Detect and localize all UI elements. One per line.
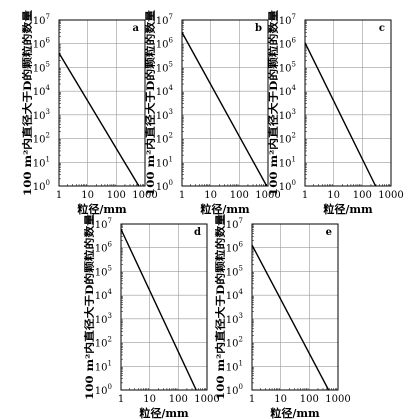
y-tick-label: 105 bbox=[95, 264, 112, 278]
x-axis-title: 粒径/mm bbox=[200, 202, 250, 216]
y-tick-label: 105 bbox=[226, 264, 243, 278]
chart-panel-a: 1 10 100 1000 100 101 102 103 104 105 106 107 a 粒径/mm… bbox=[21, 10, 158, 216]
x-tick-label: 1000 bbox=[194, 394, 219, 405]
y-tick-label: 101 bbox=[279, 155, 296, 169]
y-tick-label: 101 bbox=[33, 155, 50, 169]
y-tick-label: 104 bbox=[279, 84, 297, 98]
y-tick-label: 102 bbox=[279, 132, 296, 146]
plot-frame bbox=[120, 223, 208, 391]
y-tick-label: 107 bbox=[156, 13, 173, 27]
chart-panel-d: 1 10 100 1000 100 101 102 103 104 105 106 107 d 粒径/mm… bbox=[83, 214, 220, 419]
y-tick-label: 100 bbox=[226, 383, 243, 397]
y-tick-label: 101 bbox=[95, 359, 112, 373]
x-tick-label: 100 bbox=[169, 394, 188, 405]
x-axis-title: 粒径/mm bbox=[139, 406, 189, 419]
y-axis-title: 100 m²内直径大于D的颗粒的数量 bbox=[267, 10, 280, 196]
x-tick-label: 1 bbox=[56, 190, 62, 201]
x-tick-label: 10 bbox=[327, 190, 340, 201]
y-tick-label: 106 bbox=[95, 241, 113, 255]
y-tick-label: 104 bbox=[95, 288, 113, 302]
y-tick-label: 102 bbox=[226, 336, 243, 350]
y-tick-label: 105 bbox=[279, 60, 296, 74]
y-tick-label: 104 bbox=[156, 84, 174, 98]
y-tick-label: 100 bbox=[156, 179, 173, 193]
y-tick-label: 103 bbox=[33, 108, 50, 122]
x-tick-label: 10 bbox=[204, 190, 217, 201]
y-tick-label: 103 bbox=[95, 312, 112, 326]
y-tick-label: 100 bbox=[33, 179, 50, 193]
y-tick-label: 107 bbox=[226, 217, 243, 231]
y-tick-label: 106 bbox=[226, 241, 244, 255]
chart-panel-c: 1 10 100 1000 100 101 102 103 104 105 106 107 c 粒径/mm… bbox=[267, 10, 404, 216]
series-line-a bbox=[58, 52, 140, 187]
x-tick-label: 1000 bbox=[255, 190, 280, 201]
y-axis-title: 100 m²内直径大于D的颗粒的数量 bbox=[83, 214, 96, 400]
y-tick-label: 102 bbox=[156, 132, 173, 146]
y-tick-label: 104 bbox=[33, 84, 51, 98]
x-tick-label: 100 bbox=[353, 190, 372, 201]
y-tick-label: 104 bbox=[226, 288, 244, 302]
y-tick-label: 100 bbox=[95, 383, 112, 397]
y-tick-label: 107 bbox=[95, 217, 112, 231]
panel-letter: b bbox=[255, 23, 262, 34]
y-tick-label: 107 bbox=[33, 13, 50, 27]
x-axis-title: 粒径/mm bbox=[77, 202, 127, 216]
y-axis-title: 100 m²内直径大于D的颗粒的数量 bbox=[21, 10, 34, 196]
y-tick-label: 102 bbox=[95, 336, 112, 350]
y-tick-label: 102 bbox=[33, 132, 50, 146]
x-tick-label: 100 bbox=[230, 190, 249, 201]
x-axis-title: 粒径/mm bbox=[323, 202, 373, 216]
x-tick-label: 10 bbox=[143, 394, 156, 405]
y-axis-title: 100 m²内直径大于D的颗粒的数量 bbox=[144, 10, 157, 196]
y-tick-label: 105 bbox=[156, 60, 173, 74]
y-tick-label: 103 bbox=[156, 108, 173, 122]
x-tick-label: 1000 bbox=[378, 190, 403, 201]
y-tick-label: 103 bbox=[226, 312, 243, 326]
plot-frame bbox=[304, 19, 392, 187]
series-line-c bbox=[304, 42, 377, 187]
plot-frame bbox=[181, 19, 269, 187]
x-tick-label: 1 bbox=[118, 394, 124, 405]
x-tick-label: 1000 bbox=[325, 394, 350, 405]
y-tick-label: 106 bbox=[279, 37, 297, 51]
x-tick-label: 1 bbox=[302, 190, 308, 201]
plot-frame bbox=[58, 19, 146, 187]
y-tick-label: 100 bbox=[279, 179, 296, 193]
series-line-e bbox=[251, 244, 330, 391]
y-tick-label: 106 bbox=[156, 37, 174, 51]
panel-letter: d bbox=[194, 227, 201, 238]
y-tick-label: 101 bbox=[156, 155, 173, 169]
x-tick-label: 1 bbox=[179, 190, 185, 201]
chart-panel-b: 1 10 100 1000 100 101 102 103 104 105 106 107 b 粒径/mm… bbox=[144, 10, 281, 216]
series-line-b bbox=[181, 32, 268, 187]
panel-letter: c bbox=[379, 23, 385, 34]
x-tick-label: 1000 bbox=[132, 190, 157, 201]
y-tick-label: 107 bbox=[279, 13, 296, 27]
y-tick-label: 106 bbox=[33, 37, 51, 51]
y-axis-title: 100 m²内直径大于D的颗粒的数量 bbox=[214, 214, 227, 400]
panel-letter: a bbox=[133, 23, 140, 34]
x-axis-title: 粒径/mm bbox=[270, 406, 320, 419]
chart-panel-e: 1 10 100 1000 100 101 102 103 104 105 106 107 e 粒径/mm… bbox=[214, 214, 351, 419]
y-tick-label: 101 bbox=[226, 359, 243, 373]
x-tick-label: 10 bbox=[81, 190, 94, 201]
y-tick-label: 103 bbox=[279, 108, 296, 122]
x-tick-label: 1 bbox=[249, 394, 255, 405]
x-tick-label: 100 bbox=[300, 394, 319, 405]
plot-frame bbox=[251, 223, 339, 391]
series-line-d bbox=[120, 228, 197, 391]
panel-letter: e bbox=[326, 227, 332, 238]
x-tick-label: 100 bbox=[107, 190, 126, 201]
x-tick-label: 10 bbox=[274, 394, 287, 405]
y-tick-label: 105 bbox=[33, 60, 50, 74]
